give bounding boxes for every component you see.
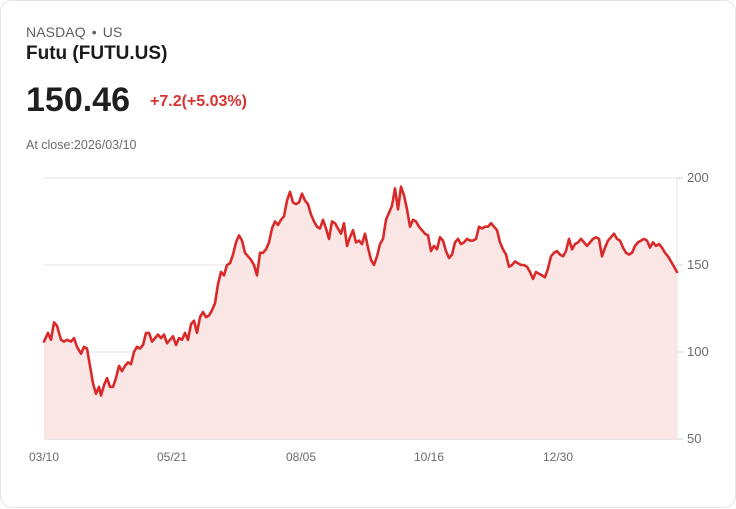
x-tick-label: 10/16 bbox=[414, 450, 444, 464]
y-tick-label: 50 bbox=[687, 431, 701, 446]
y-tick-label: 100 bbox=[687, 344, 709, 359]
close-timestamp: At close:2026/03/10 bbox=[26, 138, 137, 152]
x-axis: 03/10 05/21 08/05 10/16 12/30 bbox=[29, 450, 573, 464]
x-tick-label: 08/05 bbox=[286, 450, 316, 464]
current-price: 150.46 bbox=[26, 81, 130, 119]
price-line bbox=[42, 185, 679, 397]
x-tick-label: 12/30 bbox=[543, 450, 573, 464]
exchange-name: NASDAQ bbox=[26, 24, 86, 40]
exchange-line: NASDAQ • US bbox=[26, 24, 122, 40]
y-tick-label: 150 bbox=[687, 257, 709, 272]
stock-title: Futu (FUTU.US) bbox=[26, 43, 168, 64]
x-tick-label: 03/10 bbox=[29, 450, 59, 464]
x-tick-label: 05/21 bbox=[157, 450, 187, 464]
separator-dot: • bbox=[91, 24, 97, 40]
y-axis: 200 150 100 50 bbox=[687, 170, 709, 446]
region-label: US bbox=[102, 24, 123, 40]
price-change: +7.2(+5.03%) bbox=[150, 93, 247, 110]
y-tick-label: 200 bbox=[687, 170, 709, 185]
price-area-fill bbox=[44, 186, 677, 439]
